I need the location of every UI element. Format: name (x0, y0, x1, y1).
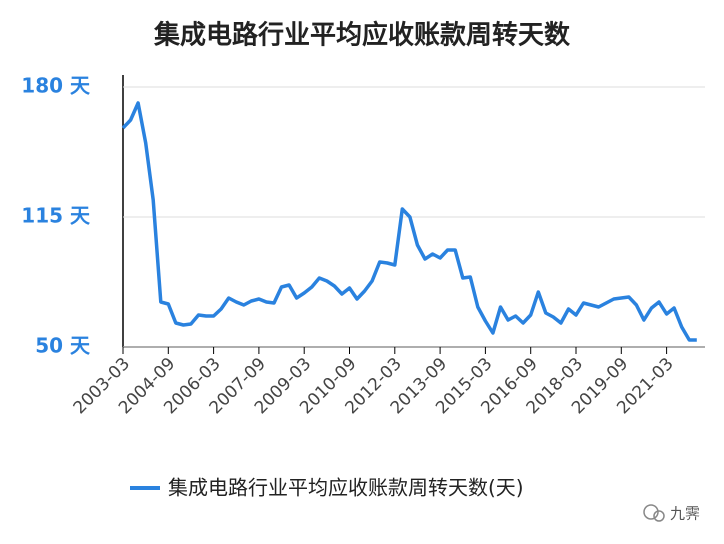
watermark-text: 九霁 (670, 505, 700, 523)
watermark-icon (653, 510, 665, 522)
y-tick-label: 180 天 (21, 74, 91, 98)
watermark-icon (643, 504, 659, 520)
y-tick-label: 50 天 (35, 334, 91, 358)
y-tick-label: 115 天 (21, 204, 91, 228)
legend-label: 集成电路行业平均应收账款周转天数(天) (168, 476, 524, 500)
watermark: 九霁 (643, 504, 700, 523)
series-line (121, 101, 697, 342)
chart-title: 集成电路行业平均应收账款周转天数 (153, 20, 571, 51)
